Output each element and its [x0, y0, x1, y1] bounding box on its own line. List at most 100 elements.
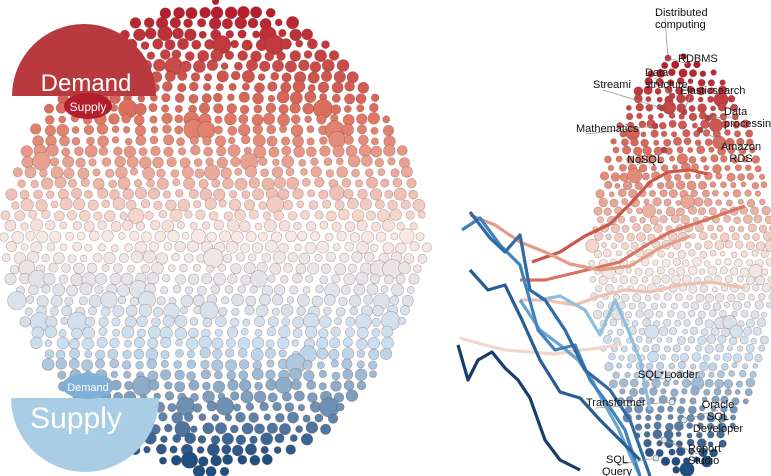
right-skill-bubble[interactable] [638, 120, 647, 129]
left-skill-bubble[interactable] [164, 381, 173, 390]
left-skill-bubble[interactable] [200, 359, 210, 370]
right-skill-bubble[interactable] [635, 414, 642, 421]
right-skill-bubble[interactable] [703, 388, 711, 396]
left-skill-bubble[interactable] [330, 104, 342, 115]
right-skill-bubble[interactable] [677, 336, 686, 345]
right-skill-bubble[interactable] [730, 182, 737, 189]
left-skill-bubble[interactable] [260, 168, 269, 178]
left-skill-bubble[interactable] [155, 252, 168, 265]
right-skill-bubble[interactable] [714, 240, 725, 250]
right-skill-bubble[interactable] [753, 214, 763, 224]
left-skill-bubble[interactable] [206, 443, 220, 457]
right-skill-bubble[interactable] [744, 301, 751, 309]
left-skill-bubble[interactable] [101, 264, 110, 272]
right-skill-bubble[interactable] [652, 429, 663, 440]
left-skill-bubble[interactable] [191, 39, 202, 50]
right-skill-bubble[interactable] [635, 309, 644, 318]
left-skill-bubble[interactable] [167, 402, 177, 413]
left-skill-bubble[interactable] [129, 296, 140, 307]
left-skill-bubble[interactable] [389, 208, 402, 221]
left-skill-bubble[interactable] [344, 327, 356, 338]
right-skill-bubble[interactable] [617, 215, 626, 224]
right-skill-bubble[interactable] [686, 85, 695, 94]
left-skill-bubble[interactable] [24, 307, 33, 316]
skill-trend-line[interactable] [520, 280, 746, 307]
left-skill-bubble[interactable] [278, 103, 289, 115]
right-skill-bubble[interactable] [630, 241, 639, 250]
left-skill-bubble[interactable] [121, 113, 131, 124]
left-skill-bubble[interactable] [120, 272, 134, 286]
left-skill-bubble[interactable] [14, 210, 26, 222]
right-skill-bubble[interactable] [641, 276, 649, 283]
right-skill-bubble[interactable] [619, 275, 629, 285]
left-skill-bubble[interactable] [183, 18, 193, 29]
left-skill-bubble[interactable] [275, 412, 285, 423]
left-skill-bubble[interactable] [144, 211, 154, 221]
left-skill-bubble[interactable] [382, 115, 391, 124]
left-skill-bubble[interactable] [174, 104, 183, 113]
left-skill-bubble[interactable] [330, 380, 342, 392]
left-skill-bubble[interactable] [119, 253, 129, 263]
left-skill-bubble[interactable] [245, 295, 257, 307]
right-skill-bubble[interactable] [703, 197, 713, 207]
left-skill-bubble[interactable] [293, 221, 302, 231]
right-skill-bubble[interactable] [659, 215, 668, 224]
left-skill-bubble[interactable] [238, 359, 250, 370]
left-skill-bubble[interactable] [92, 168, 101, 177]
left-skill-bubble[interactable] [140, 199, 151, 209]
right-skill-bubble[interactable] [765, 239, 771, 252]
right-skill-bubble[interactable] [700, 155, 707, 163]
right-skill-bubble[interactable] [731, 232, 740, 241]
left-skill-bubble[interactable] [79, 282, 93, 296]
right-skill-bubble[interactable] [654, 413, 662, 421]
left-skill-bubble[interactable] [308, 200, 319, 210]
left-skill-bubble[interactable] [278, 28, 287, 38]
left-skill-bubble[interactable] [202, 422, 215, 435]
right-skill-bubble[interactable] [712, 164, 722, 174]
left-skill-bubble[interactable] [4, 272, 17, 285]
left-skill-bubble[interactable] [319, 145, 331, 157]
right-skill-bubble[interactable] [697, 103, 707, 113]
right-skill-bubble[interactable] [751, 249, 759, 257]
right-skill-bubble[interactable] [749, 370, 757, 378]
left-skill-bubble[interactable] [344, 93, 356, 105]
right-skill-bubble[interactable] [686, 180, 697, 191]
right-skill-bubble[interactable] [702, 354, 710, 362]
left-skill-bubble[interactable] [78, 296, 88, 306]
right-skill-bubble[interactable] [696, 145, 706, 155]
left-skill-bubble[interactable] [252, 134, 266, 147]
left-skill-bubble[interactable] [227, 125, 238, 136]
left-skill-bubble[interactable] [336, 166, 349, 178]
right-skill-bubble[interactable] [708, 309, 717, 318]
right-skill-bubble[interactable] [701, 328, 709, 336]
left-skill-bubble[interactable] [351, 251, 363, 263]
right-skill-bubble[interactable] [712, 302, 722, 311]
left-skill-bubble[interactable] [70, 273, 84, 287]
left-skill-bubble[interactable] [364, 251, 375, 263]
right-skill-bubble[interactable] [621, 293, 630, 303]
left-skill-bubble[interactable] [98, 146, 109, 156]
right-skill-bubble[interactable] [672, 344, 681, 353]
right-skill-bubble[interactable] [761, 311, 768, 318]
left-skill-bubble[interactable] [328, 348, 340, 360]
left-skill-bubble[interactable] [181, 451, 199, 469]
right-skill-bubble[interactable] [708, 362, 718, 372]
right-skill-bubble[interactable] [715, 343, 724, 353]
right-skill-bubble[interactable] [683, 172, 692, 180]
right-skill-bubble[interactable] [644, 447, 655, 458]
left-skill-bubble[interactable] [289, 50, 301, 62]
left-skill-bubble[interactable] [305, 274, 314, 283]
left-skill-bubble[interactable] [307, 262, 320, 275]
left-skill-bubble[interactable] [335, 306, 346, 317]
right-skill-bubble[interactable] [694, 223, 704, 233]
right-skill-bubble[interactable] [683, 137, 692, 146]
left-skill-bubble[interactable] [136, 315, 148, 327]
left-skill-bubble[interactable] [201, 273, 213, 285]
left-skill-bubble[interactable] [301, 28, 314, 41]
left-skill-bubble[interactable] [356, 124, 367, 135]
left-skill-bubble[interactable] [166, 157, 177, 168]
right-skill-bubble[interactable] [625, 112, 634, 121]
left-skill-bubble[interactable] [289, 28, 302, 42]
left-skill-bubble[interactable] [325, 169, 335, 178]
skill-trend-line[interactable] [459, 336, 623, 356]
